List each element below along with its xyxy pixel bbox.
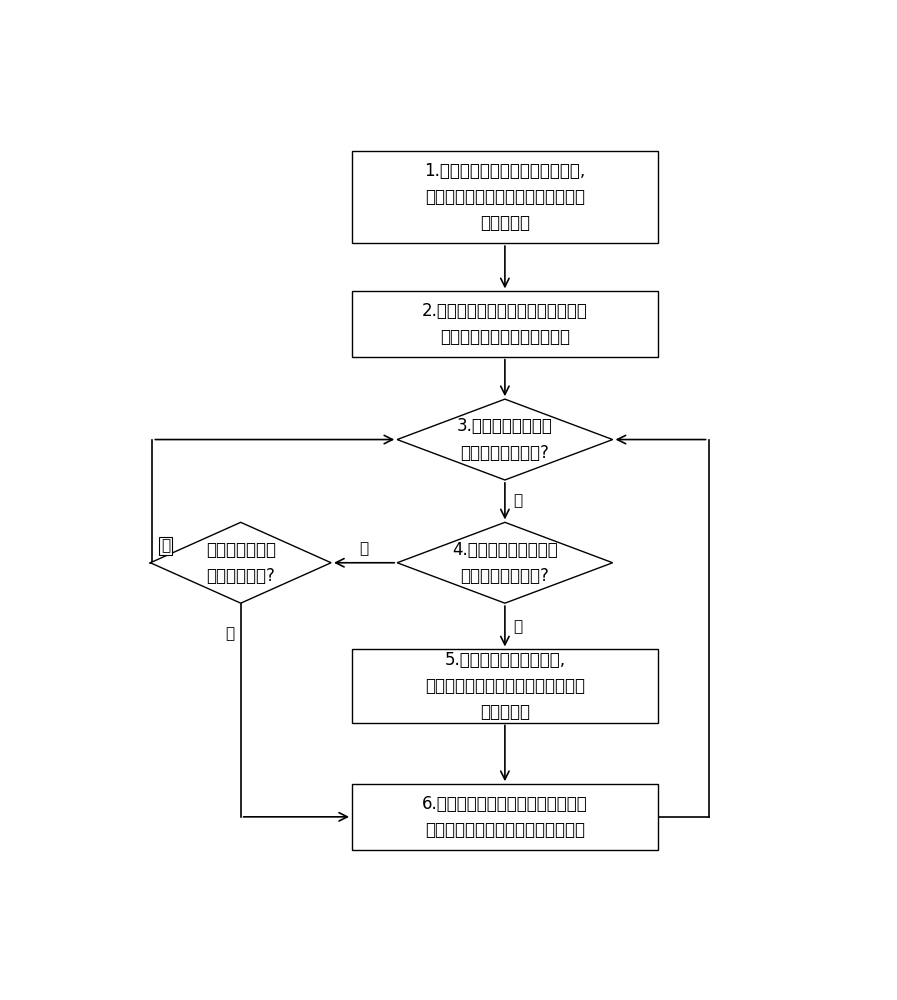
Polygon shape [397,399,613,480]
Text: 否: 否 [161,539,170,554]
Text: 5.重新计算新的编队结构,
并转换为新的编队结构消息后发送给
其它无人机: 5.重新计算新的编队结构, 并转换为新的编队结构消息后发送给 其它无人机 [425,651,585,721]
FancyBboxPatch shape [352,649,658,723]
Polygon shape [397,522,613,603]
Text: 是否接收到新的
编队结构消息?: 是否接收到新的 编队结构消息? [205,541,275,585]
Text: 6.剩余的无人机根据新的编队结构消
息形成新的编队结构并进行自主飞行: 6.剩余的无人机根据新的编队结构消 息形成新的编队结构并进行自主飞行 [422,795,588,839]
FancyBboxPatch shape [352,784,658,850]
Text: 3.编队中其它无人机
是否出现新的损毁?: 3.编队中其它无人机 是否出现新的损毁? [457,417,553,462]
FancyBboxPatch shape [352,151,658,243]
Polygon shape [151,522,331,603]
Text: 是: 是 [226,626,235,641]
Text: 是: 是 [513,494,522,509]
Text: 1.地面控制中心构建初始编队结构,
并转换为初始编队结构消息后发送给
所有无人机: 1.地面控制中心构建初始编队结构, 并转换为初始编队结构消息后发送给 所有无人机 [424,162,586,232]
FancyBboxPatch shape [352,291,658,357]
Text: 2.每架无人机根据编队结构消息形成
初始编队结构并进行自主飞行: 2.每架无人机根据编队结构消息形成 初始编队结构并进行自主飞行 [422,302,588,346]
Text: 4.需要自身无人机负责
重新计算编队结构?: 4.需要自身无人机负责 重新计算编队结构? [452,541,558,585]
Text: 是: 是 [513,619,522,634]
Text: 否: 否 [360,541,369,556]
